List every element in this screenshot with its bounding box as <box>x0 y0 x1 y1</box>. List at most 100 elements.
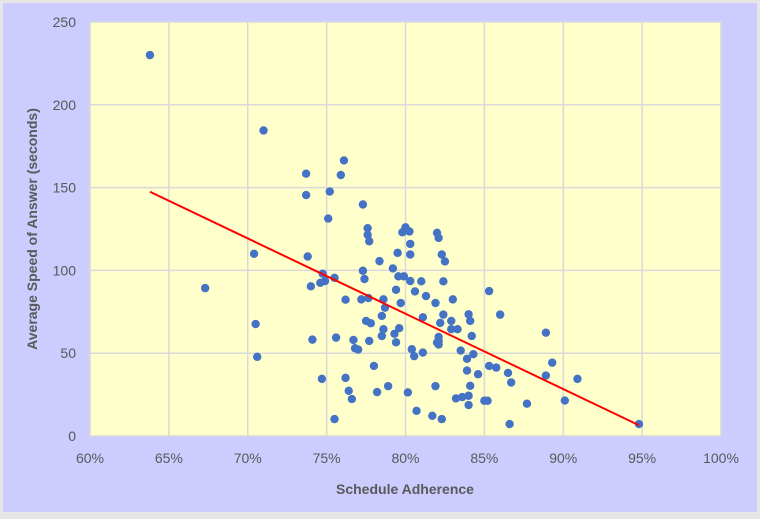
data-point <box>383 381 393 391</box>
data-point <box>317 374 327 384</box>
data-point <box>541 371 551 380</box>
data-point <box>495 310 505 319</box>
data-point <box>403 388 413 397</box>
data-point <box>431 381 440 391</box>
x-tick-label: 90% <box>549 450 577 466</box>
x-tick-label: 70% <box>234 450 262 466</box>
data-point <box>456 346 465 355</box>
data-point <box>320 276 330 286</box>
data-point <box>324 214 333 223</box>
data-point <box>418 348 428 357</box>
data-point <box>406 239 415 249</box>
data-point <box>440 257 450 266</box>
data-point <box>405 227 414 236</box>
data-point <box>347 394 357 404</box>
data-point <box>447 316 456 326</box>
data-point <box>331 333 341 342</box>
data-point <box>406 250 415 259</box>
data-point <box>325 187 334 196</box>
y-tick-label: 0 <box>68 428 76 444</box>
data-point <box>421 291 431 301</box>
data-point <box>366 319 375 328</box>
data-points <box>145 50 644 429</box>
data-point <box>349 335 358 345</box>
data-point <box>634 419 644 429</box>
data-point <box>436 318 445 328</box>
x-tick-label: 75% <box>313 450 341 466</box>
data-point <box>418 313 428 322</box>
x-tick-label: 100% <box>703 450 739 466</box>
y-tick-label: 100 <box>53 262 77 278</box>
data-point <box>336 170 346 180</box>
data-point <box>573 374 582 384</box>
data-point <box>451 394 461 403</box>
data-point <box>458 392 467 402</box>
data-point <box>467 331 476 341</box>
data-point <box>377 311 387 321</box>
y-tick-label: 200 <box>53 97 77 113</box>
data-point <box>406 276 415 286</box>
data-point <box>145 50 155 60</box>
data-point <box>308 335 317 344</box>
data-point <box>465 316 475 326</box>
data-point <box>462 354 472 364</box>
data-point <box>301 190 311 200</box>
data-point <box>388 264 398 273</box>
data-point <box>390 329 399 339</box>
data-point <box>330 414 339 424</box>
data-point <box>341 295 350 304</box>
data-point <box>365 237 374 246</box>
data-point <box>339 156 349 165</box>
data-point <box>437 250 446 259</box>
data-point <box>483 396 492 405</box>
data-point <box>396 298 405 308</box>
y-tick-label: 250 <box>53 14 77 30</box>
data-point <box>249 249 259 259</box>
data-point <box>377 331 387 341</box>
data-point <box>251 319 260 329</box>
data-point <box>473 370 483 379</box>
x-tick-label: 65% <box>155 450 183 466</box>
data-point <box>464 310 473 319</box>
y-tick-label: 150 <box>53 180 77 196</box>
data-point <box>358 200 368 209</box>
data-point <box>375 256 384 266</box>
data-point <box>358 266 368 275</box>
x-tick-label: 85% <box>470 450 498 466</box>
data-point <box>464 391 473 400</box>
data-point <box>341 373 350 383</box>
data-point <box>465 381 475 391</box>
data-point <box>253 352 262 362</box>
data-point <box>503 368 513 378</box>
data-point <box>259 126 268 135</box>
x-axis-label: Schedule Adherence <box>336 481 474 497</box>
data-point <box>431 298 440 308</box>
data-point <box>407 345 417 354</box>
data-point <box>200 283 210 293</box>
data-point <box>417 277 426 286</box>
data-point <box>379 324 388 334</box>
data-point <box>412 406 421 416</box>
data-point <box>437 414 446 424</box>
data-point <box>360 274 369 284</box>
data-point <box>439 310 448 319</box>
data-point <box>548 358 557 367</box>
x-tick-label: 95% <box>628 450 656 466</box>
data-point <box>391 285 401 294</box>
data-point <box>464 400 473 410</box>
data-point <box>439 277 448 286</box>
data-point <box>434 233 443 243</box>
data-point <box>448 295 458 304</box>
data-point <box>469 349 478 359</box>
data-point <box>391 338 401 347</box>
data-point <box>409 351 419 361</box>
data-point <box>506 378 516 387</box>
data-point <box>394 323 404 333</box>
data-point <box>447 324 456 334</box>
data-point <box>462 366 472 375</box>
data-point <box>453 324 462 334</box>
data-point <box>560 396 570 405</box>
data-point <box>399 272 409 281</box>
data-point <box>398 228 407 237</box>
